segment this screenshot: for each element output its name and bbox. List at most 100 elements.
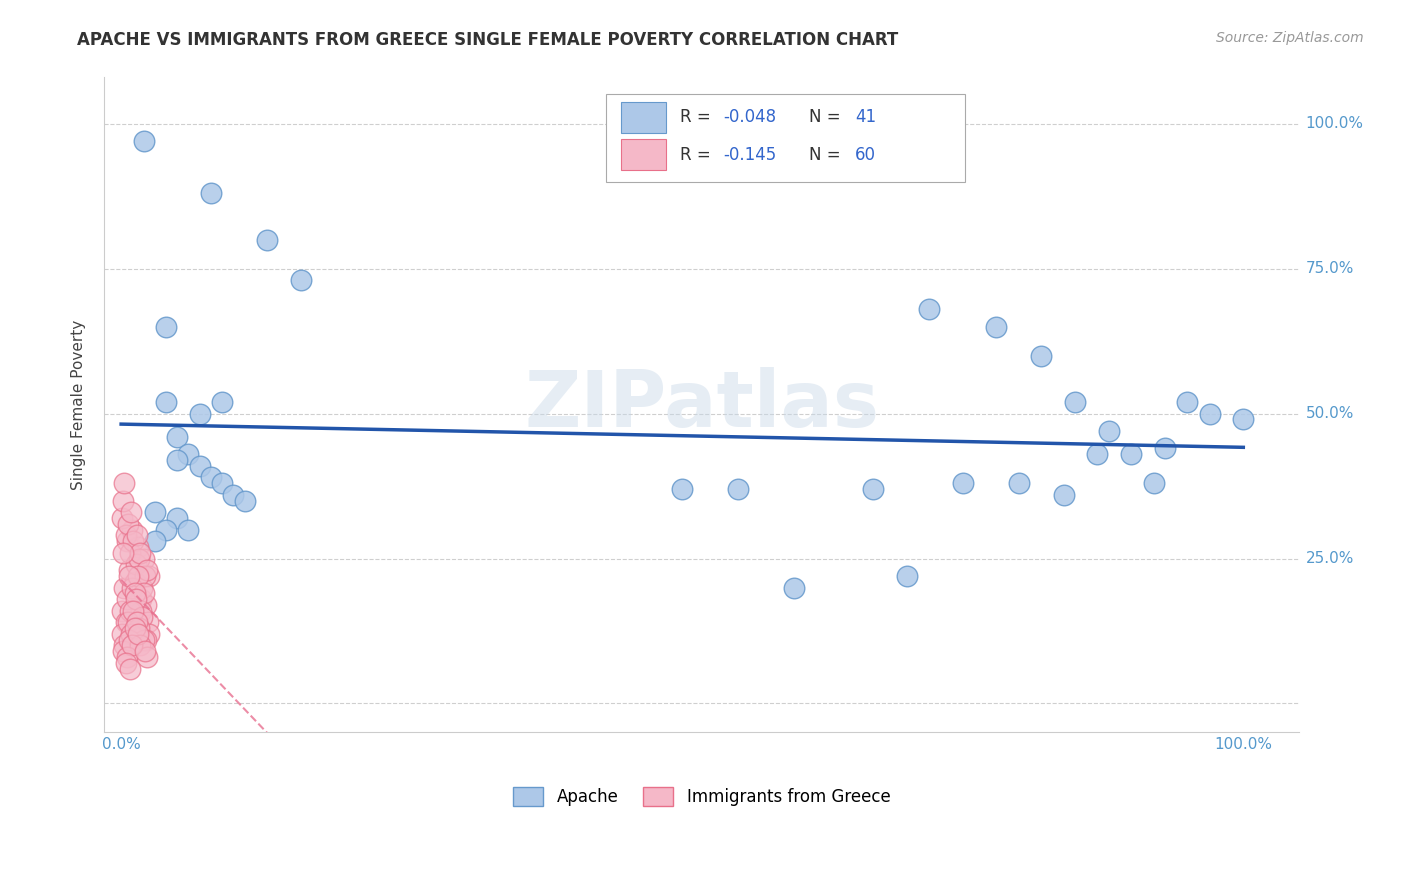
Point [125, 592, 148, 607]
Point [125, 558, 148, 572]
Point [121, 639, 143, 653]
Point [200, 470, 222, 484]
Point [1098, 424, 1121, 438]
Point [127, 540, 149, 554]
Text: 100.0%: 100.0% [1305, 116, 1364, 131]
Point [114, 639, 136, 653]
Point [128, 551, 150, 566]
Point [122, 534, 145, 549]
Point [114, 528, 136, 542]
Point [112, 644, 135, 658]
Point [129, 546, 152, 560]
Point [122, 604, 145, 618]
Point [118, 563, 141, 577]
Point [121, 581, 143, 595]
Point [121, 523, 143, 537]
Point [120, 604, 142, 618]
Point [862, 482, 884, 496]
Point [112, 493, 135, 508]
Point [1008, 476, 1031, 491]
Point [120, 662, 142, 676]
Point [1153, 442, 1175, 456]
Point [188, 458, 211, 473]
Point [112, 546, 135, 560]
Point [188, 407, 211, 421]
Point [118, 632, 141, 647]
Point [166, 453, 188, 467]
Point [155, 523, 177, 537]
Point [136, 650, 159, 665]
Point [134, 569, 156, 583]
Point [114, 656, 136, 670]
FancyBboxPatch shape [606, 94, 965, 182]
Point [1232, 412, 1254, 426]
Point [127, 569, 149, 583]
Point [129, 639, 152, 653]
Point [114, 615, 136, 630]
Point [111, 604, 134, 618]
Point [952, 476, 974, 491]
Point [136, 563, 159, 577]
Point [1142, 476, 1164, 491]
Point [1053, 488, 1076, 502]
Point [111, 511, 134, 525]
Point [134, 644, 156, 658]
Point [166, 430, 188, 444]
Point [1064, 395, 1087, 409]
Point [115, 534, 138, 549]
Point [111, 627, 134, 641]
Point [115, 592, 138, 607]
Point [986, 319, 1008, 334]
Point [256, 233, 278, 247]
Text: R =: R = [681, 109, 716, 127]
Point [114, 581, 136, 595]
Point [143, 505, 166, 519]
Point [124, 621, 146, 635]
FancyBboxPatch shape [620, 139, 666, 170]
Point [211, 476, 233, 491]
Point [131, 592, 153, 607]
Point [1175, 395, 1198, 409]
Y-axis label: Single Female Poverty: Single Female Poverty [72, 320, 86, 490]
Text: N =: N = [810, 109, 846, 127]
Point [132, 134, 155, 148]
Point [127, 627, 149, 641]
Text: 41: 41 [855, 109, 876, 127]
Point [155, 319, 177, 334]
Point [1119, 447, 1142, 461]
Point [125, 528, 148, 542]
Text: 50.0%: 50.0% [1305, 406, 1354, 421]
Point [177, 523, 200, 537]
Point [1198, 407, 1220, 421]
Point [135, 598, 157, 612]
Point [143, 534, 166, 549]
Point [1031, 349, 1053, 363]
Point [233, 493, 256, 508]
Point [124, 574, 146, 589]
Point [132, 632, 155, 647]
Point [138, 569, 160, 583]
Point [114, 476, 136, 491]
Point [136, 615, 159, 630]
Point [918, 302, 941, 317]
Point [132, 586, 155, 600]
Point [138, 627, 160, 641]
Point [124, 586, 146, 600]
Point [211, 395, 233, 409]
Point [118, 569, 141, 583]
Text: R =: R = [681, 145, 716, 164]
Text: -0.048: -0.048 [723, 109, 776, 127]
Point [131, 604, 153, 618]
Legend: Apache, Immigrants from Greece: Apache, Immigrants from Greece [506, 780, 897, 813]
Text: -0.145: -0.145 [723, 145, 776, 164]
Point [120, 546, 142, 560]
Text: Source: ZipAtlas.com: Source: ZipAtlas.com [1216, 31, 1364, 45]
Point [131, 609, 153, 624]
Point [131, 581, 153, 595]
Text: APACHE VS IMMIGRANTS FROM GREECE SINGLE FEMALE POVERTY CORRELATION CHART: APACHE VS IMMIGRANTS FROM GREECE SINGLE … [77, 31, 898, 49]
Point [155, 395, 177, 409]
Point [120, 505, 142, 519]
Text: 75.0%: 75.0% [1305, 261, 1354, 277]
Point [200, 186, 222, 201]
Point [115, 650, 138, 665]
